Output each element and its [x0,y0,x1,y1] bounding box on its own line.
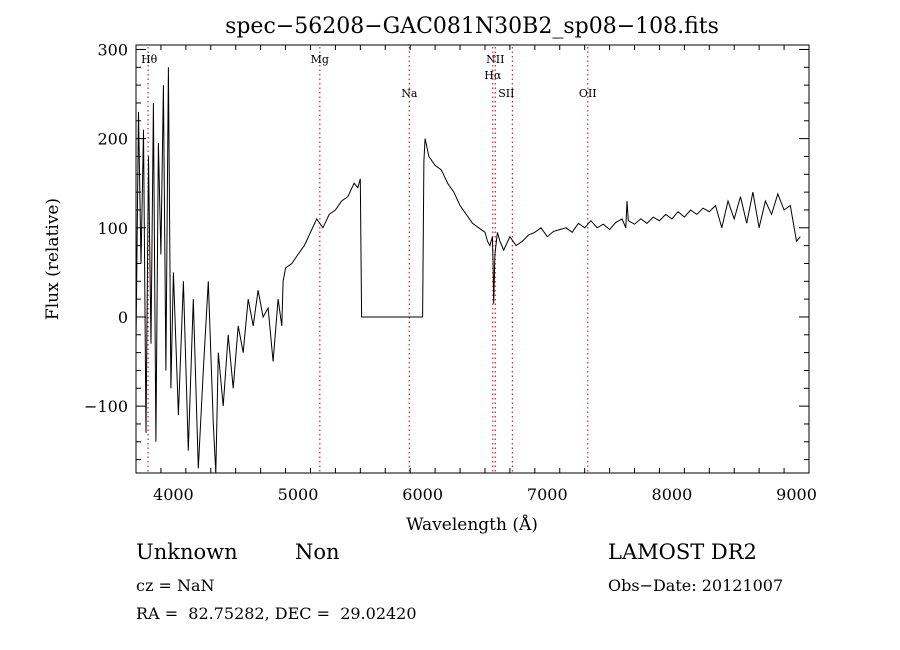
x-axis-label: Wavelength (Å) [406,514,538,535]
x-tick-label: 7000 [527,485,568,504]
y-tick-label: 200 [97,130,128,149]
y-axis-label: Flux (relative) [43,198,63,320]
spectrum-line [135,67,801,474]
marker-label: OII [579,87,597,100]
obs-date: Obs−Date: 20121007 [608,576,784,595]
x-tick-label: 6000 [402,485,443,504]
spectral-line-markers: Hθ Mg Na NII Hα SII OII [141,47,597,472]
x-tick-label: 4000 [153,485,194,504]
spectrum-chart: spec−56208−GAC081N30B2_sp08−108.fits Hθ M… [43,14,817,535]
y-tick-label: 100 [97,219,128,238]
survey-label: LAMOST DR2 [608,540,757,564]
marker-label: NII [486,53,504,66]
marker-label: Hθ [141,53,158,66]
x-tick-label: 8000 [652,485,693,504]
coordinates: RA = 82.75282, DEC = 29.02420 [136,604,417,623]
marker-label: Na [401,87,418,100]
y-axis: −100 0 100 200 300 [84,40,809,461]
y-tick-label: −100 [84,397,128,416]
plot-frame [135,44,810,474]
marker-label: Hα [484,69,502,82]
object-subtype: Non [295,540,340,564]
x-axis: 4000 5000 6000 7000 8000 9000 [135,45,817,504]
marker-label: SII [498,87,514,100]
y-tick-label: 0 [118,308,128,327]
chart-title: spec−56208−GAC081N30B2_sp08−108.fits [225,14,719,39]
x-tick-label: 9000 [776,485,817,504]
x-tick-label: 5000 [278,485,319,504]
redshift-text: cz = NaN [136,576,215,595]
object-type: Unknown [136,540,238,564]
y-tick-label: 300 [97,40,128,59]
marker-label: Mg [311,53,329,66]
